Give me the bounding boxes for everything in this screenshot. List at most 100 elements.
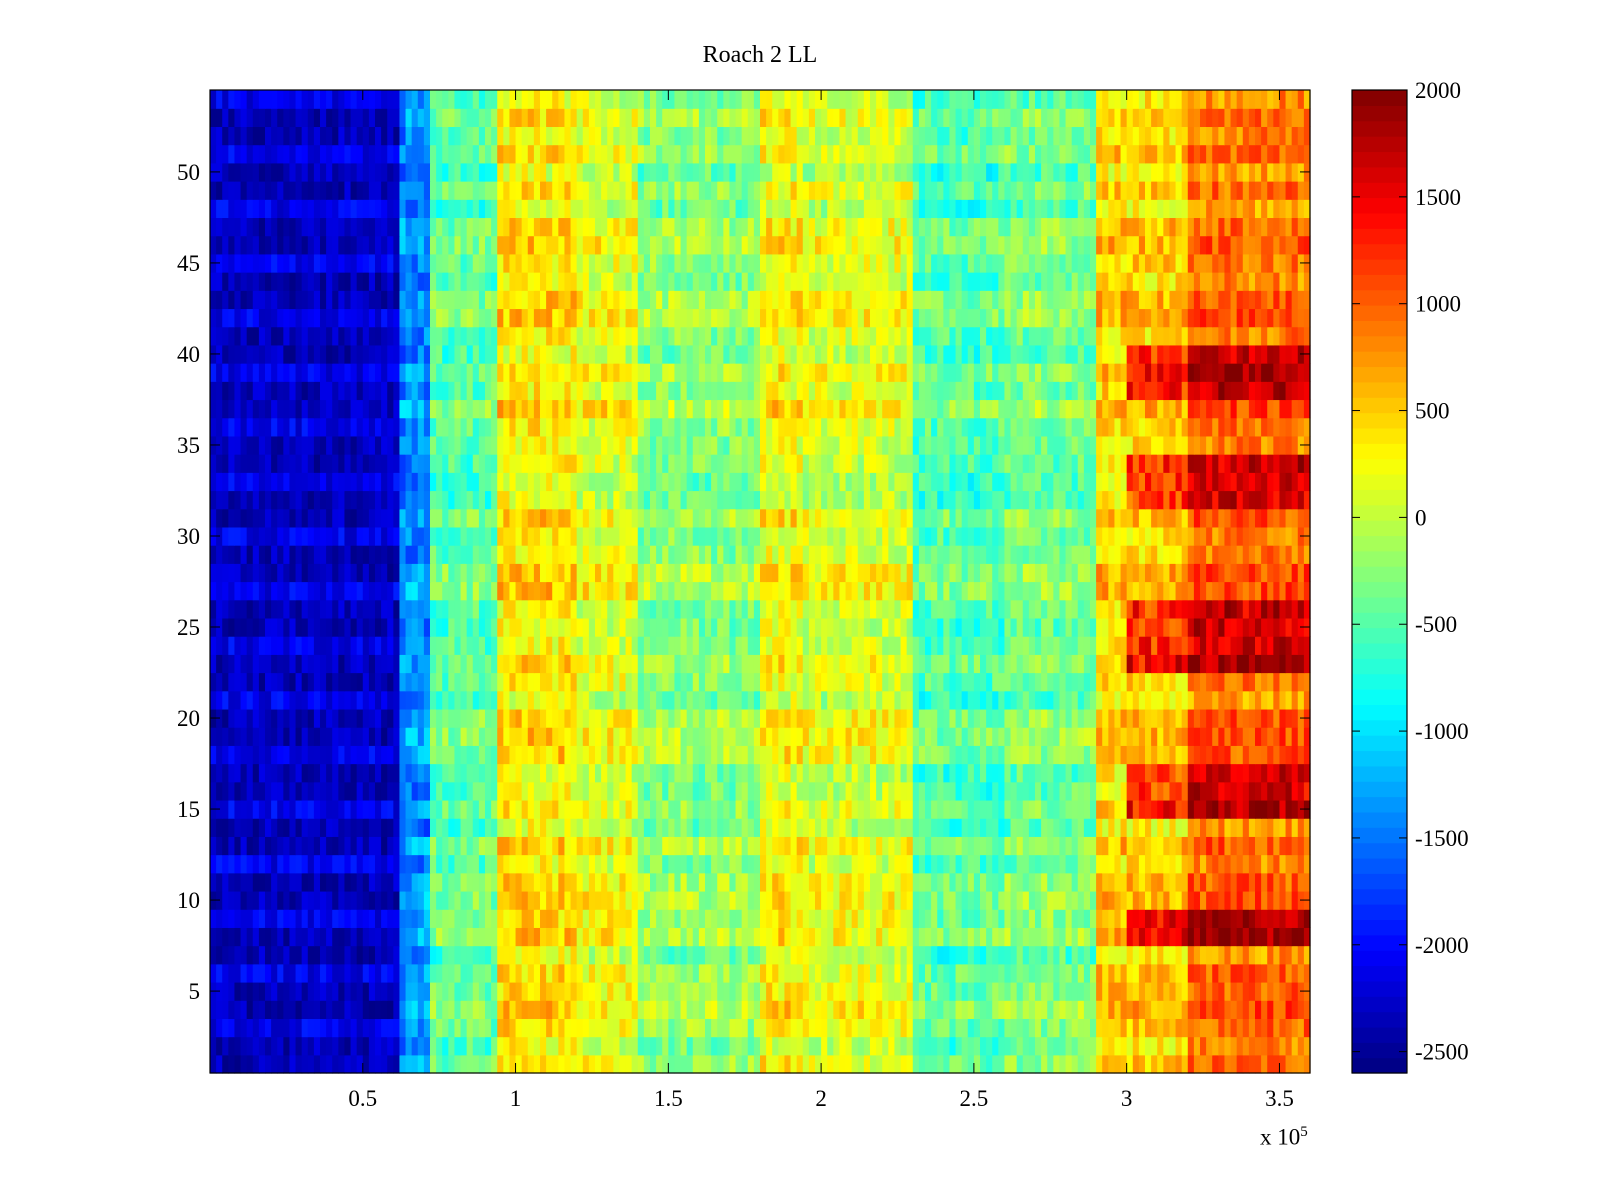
heatmap-cell bbox=[582, 854, 590, 874]
heatmap-cell bbox=[992, 599, 999, 619]
heatmap-cell bbox=[271, 617, 278, 637]
heatmap-cell bbox=[1285, 799, 1293, 819]
heatmap-cell bbox=[619, 636, 627, 655]
heatmap-cell bbox=[815, 781, 822, 801]
heatmap-cell bbox=[338, 654, 346, 674]
heatmap-cell bbox=[912, 909, 920, 928]
heatmap-cell bbox=[387, 781, 394, 801]
heatmap-cell bbox=[625, 1036, 633, 1056]
heatmap-cell bbox=[411, 636, 419, 655]
heatmap-cell bbox=[876, 672, 883, 692]
heatmap-cell bbox=[271, 854, 278, 874]
heatmap-cell bbox=[460, 599, 468, 619]
heatmap-cell bbox=[808, 1000, 816, 1019]
heatmap-cell bbox=[448, 1054, 456, 1074]
heatmap-cell bbox=[668, 654, 676, 674]
heatmap-cell bbox=[595, 927, 602, 947]
heatmap-cell bbox=[967, 945, 975, 965]
heatmap-cell bbox=[821, 981, 828, 1001]
heatmap-cell bbox=[833, 872, 841, 892]
heatmap-cell bbox=[643, 690, 651, 710]
heatmap-cell bbox=[246, 799, 254, 819]
heatmap-cell bbox=[576, 799, 584, 819]
heatmap-cell bbox=[601, 872, 608, 892]
heatmap-cell bbox=[955, 763, 963, 783]
heatmap-cell bbox=[582, 963, 590, 983]
heatmap-cell bbox=[558, 836, 566, 856]
heatmap-cell bbox=[601, 927, 608, 947]
heatmap-cell bbox=[210, 1054, 217, 1074]
heatmap-cell bbox=[1230, 963, 1238, 983]
heatmap-cell bbox=[1193, 708, 1201, 728]
heatmap-cell bbox=[564, 745, 572, 765]
heatmap-cell bbox=[1273, 636, 1281, 655]
heatmap-cell bbox=[570, 654, 578, 674]
heatmap-cell bbox=[1114, 909, 1122, 928]
heatmap-cell bbox=[582, 745, 590, 765]
heatmap-cell bbox=[289, 745, 297, 765]
heatmap-cell bbox=[1120, 963, 1128, 983]
heatmap-cell bbox=[1053, 745, 1061, 765]
heatmap-cell bbox=[747, 617, 755, 637]
heatmap-cell bbox=[973, 818, 981, 837]
heatmap-cell bbox=[931, 927, 938, 947]
heatmap-cell bbox=[637, 690, 645, 710]
heatmap-cell bbox=[900, 963, 908, 983]
heatmap-cell bbox=[1175, 909, 1183, 928]
heatmap-cell bbox=[918, 690, 926, 710]
heatmap-cell bbox=[723, 909, 731, 928]
heatmap-cell bbox=[711, 872, 718, 892]
heatmap-cell bbox=[1041, 927, 1048, 947]
heatmap-cell bbox=[271, 909, 278, 928]
heatmap-cell bbox=[222, 563, 229, 583]
heatmap-cell bbox=[485, 708, 492, 728]
heatmap-cell bbox=[466, 1036, 474, 1056]
heatmap-cell bbox=[1157, 1036, 1164, 1056]
heatmap-cell bbox=[1163, 945, 1171, 965]
heatmap-cell bbox=[576, 945, 584, 965]
heatmap-cell bbox=[240, 1054, 248, 1074]
heatmap-cell bbox=[1181, 672, 1189, 692]
heatmap-cell bbox=[417, 927, 425, 947]
heatmap-cell bbox=[265, 927, 272, 947]
heatmap-cell bbox=[381, 872, 388, 892]
heatmap-cell bbox=[1200, 745, 1207, 765]
heatmap-cell bbox=[436, 799, 443, 819]
heatmap-cell bbox=[289, 927, 297, 947]
heatmap-cell bbox=[876, 727, 883, 746]
heatmap-cell bbox=[1083, 836, 1091, 856]
heatmap-cell bbox=[1108, 854, 1116, 874]
heatmap-cell bbox=[625, 781, 633, 801]
heatmap-cell bbox=[1041, 1000, 1048, 1019]
heatmap-cell bbox=[240, 636, 248, 655]
heatmap-cell bbox=[1285, 672, 1293, 692]
heatmap-cell bbox=[540, 763, 547, 783]
heatmap-cell bbox=[570, 1036, 578, 1056]
heatmap-cell bbox=[1138, 672, 1146, 692]
heatmap-cell bbox=[411, 727, 419, 746]
heatmap-cell bbox=[1285, 945, 1293, 965]
heatmap-cell bbox=[1120, 781, 1128, 801]
heatmap-cell bbox=[925, 617, 932, 637]
heatmap-cell bbox=[491, 1054, 498, 1074]
heatmap-cell bbox=[552, 1036, 559, 1056]
heatmap-cell bbox=[1157, 1054, 1164, 1074]
heatmap-cell bbox=[1083, 872, 1091, 892]
heatmap-cell bbox=[1059, 1000, 1067, 1019]
heatmap-cell bbox=[497, 872, 504, 892]
heatmap-cell bbox=[1138, 1018, 1146, 1038]
heatmap-cell bbox=[833, 599, 841, 619]
heatmap-cell bbox=[1212, 1054, 1219, 1074]
heatmap-cell bbox=[582, 672, 590, 692]
heatmap-cell bbox=[252, 563, 260, 583]
heatmap-cell bbox=[210, 599, 217, 619]
heatmap-cell bbox=[1108, 599, 1116, 619]
heatmap-cell bbox=[656, 836, 663, 856]
heatmap-cell bbox=[1255, 872, 1262, 892]
heatmap-cell bbox=[405, 909, 413, 928]
heatmap-cell bbox=[1255, 890, 1262, 910]
heatmap-cell bbox=[772, 1018, 779, 1038]
heatmap-cell bbox=[503, 617, 511, 637]
heatmap-cell bbox=[998, 636, 1006, 655]
heatmap-cell bbox=[216, 563, 223, 583]
